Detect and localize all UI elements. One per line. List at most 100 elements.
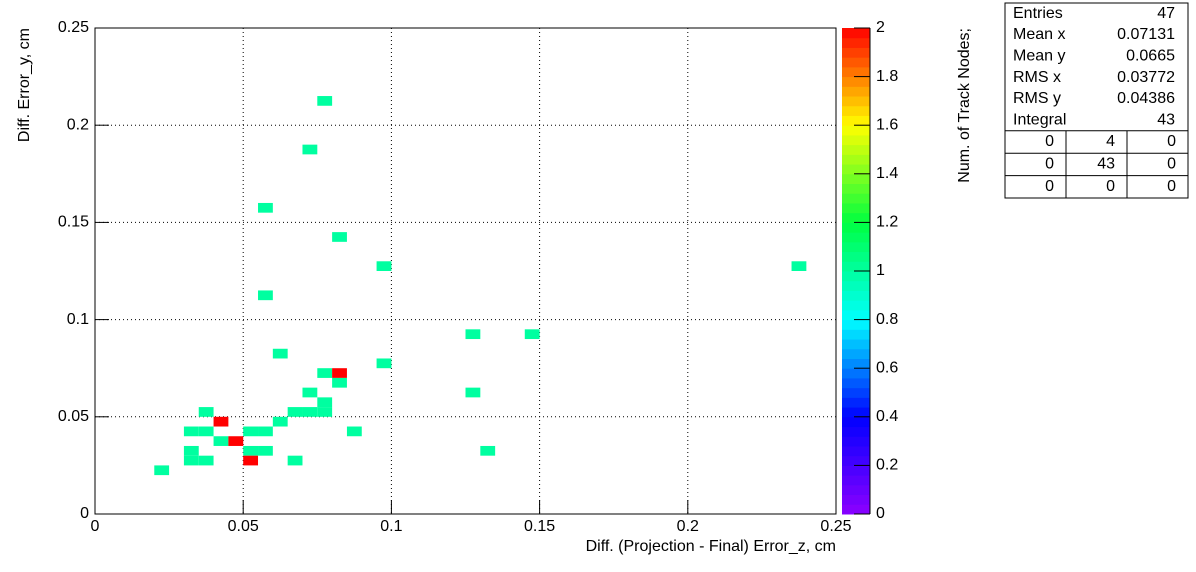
stats-overflow: 4 <box>1106 133 1115 150</box>
cell <box>243 426 259 437</box>
palette-band <box>842 154 870 165</box>
cell <box>302 144 318 155</box>
cell <box>213 416 229 427</box>
plot-frame <box>94 27 837 515</box>
palette-band <box>842 494 870 505</box>
cell <box>791 261 807 271</box>
y-tick-label: 0.05 <box>58 408 89 425</box>
palette-band <box>842 202 870 214</box>
cell <box>198 426 214 437</box>
palette-band <box>842 164 870 175</box>
palette-band <box>842 261 870 272</box>
palette-band <box>842 125 870 136</box>
cell <box>317 368 333 378</box>
z-tick-label: 0.8 <box>876 311 898 328</box>
palette-band <box>842 416 870 428</box>
palette-band <box>842 241 870 253</box>
palette-band <box>842 47 870 58</box>
palette-band <box>842 387 870 398</box>
stats-value: 43 <box>1157 111 1175 128</box>
cell <box>258 445 273 456</box>
z-tick-label: 0 <box>876 505 885 522</box>
palette-band <box>842 271 870 282</box>
cell <box>228 436 244 446</box>
palette-band <box>842 339 870 350</box>
palette-band <box>842 300 870 311</box>
palette-band <box>842 426 870 437</box>
palette-band <box>842 105 870 116</box>
x-tick-label: 0.05 <box>228 518 259 535</box>
palette-band <box>842 377 870 389</box>
palette-band <box>842 368 870 379</box>
cell <box>243 445 259 456</box>
stats-label: Mean y <box>1013 47 1065 64</box>
cell <box>346 426 362 437</box>
cell <box>243 455 259 466</box>
palette-band <box>842 348 870 359</box>
palette-band <box>842 436 870 447</box>
palette-band <box>842 86 870 97</box>
z-tick-label: 1.2 <box>876 214 898 231</box>
cell <box>272 416 288 427</box>
palette-band <box>842 183 870 194</box>
stats-value: 47 <box>1157 5 1175 22</box>
x-tick-label: 0.15 <box>524 518 555 535</box>
palette-band <box>842 222 870 233</box>
palette-band <box>842 212 870 223</box>
palette-band <box>842 173 870 185</box>
stats-overflow: 0 <box>1167 178 1176 195</box>
x-axis-label: Diff. (Projection - Final) Error_z, cm <box>586 538 836 555</box>
cell <box>332 232 347 242</box>
z-tick-label: 1 <box>876 262 885 279</box>
stats-label: RMS y <box>1013 90 1061 107</box>
stats-label: Mean x <box>1013 26 1065 43</box>
cell <box>376 261 392 271</box>
palette-band <box>842 37 870 48</box>
y-tick-label: 0.15 <box>58 214 89 231</box>
palette-band <box>842 455 870 466</box>
y-axis-label: Diff. Error_y, cm <box>16 28 33 142</box>
z-tick-label: 2 <box>876 19 885 36</box>
stats-overflow: 0 <box>1045 178 1054 195</box>
palette-band <box>842 319 870 330</box>
y-tick-label: 0.25 <box>58 19 89 36</box>
stats-overflow: 0 <box>1167 156 1176 173</box>
palette-band <box>842 66 870 78</box>
cell <box>272 348 288 359</box>
z-tick-label: 1.6 <box>876 116 898 133</box>
x-tick-label: 0.25 <box>820 518 851 535</box>
stats-overflow: 43 <box>1097 156 1115 173</box>
stats-value: 0.04386 <box>1117 90 1175 107</box>
palette-band <box>842 475 870 486</box>
palette-band <box>842 290 870 301</box>
y-tick-label: 0.2 <box>67 116 89 133</box>
palette-band <box>842 76 870 87</box>
y-tick-label: 0 <box>80 505 89 522</box>
cell <box>183 426 199 437</box>
x-tick-label: 0.1 <box>380 518 402 535</box>
palette-band <box>842 134 870 146</box>
cell <box>317 397 333 408</box>
palette-band <box>842 465 870 476</box>
palette-band <box>842 193 870 204</box>
stats-value: 0.03772 <box>1117 69 1175 86</box>
cell <box>302 407 318 417</box>
stats-value: 0.0665 <box>1126 47 1175 64</box>
z-tick-label: 1.8 <box>876 68 898 85</box>
palette-band <box>842 309 870 321</box>
cell <box>287 407 303 417</box>
cell <box>376 358 392 369</box>
palette-band <box>842 28 870 39</box>
z-tick-label: 1.4 <box>876 165 898 182</box>
cell <box>198 455 214 466</box>
cell <box>258 290 273 301</box>
z-tick-label: 0.6 <box>876 359 898 376</box>
cell <box>332 368 347 378</box>
cell <box>317 407 333 417</box>
cell <box>183 445 199 456</box>
palette-band <box>842 232 870 243</box>
z-tick-label: 0.4 <box>876 408 898 425</box>
stats-overflow: 0 <box>1106 178 1115 195</box>
palette-band <box>842 251 870 262</box>
